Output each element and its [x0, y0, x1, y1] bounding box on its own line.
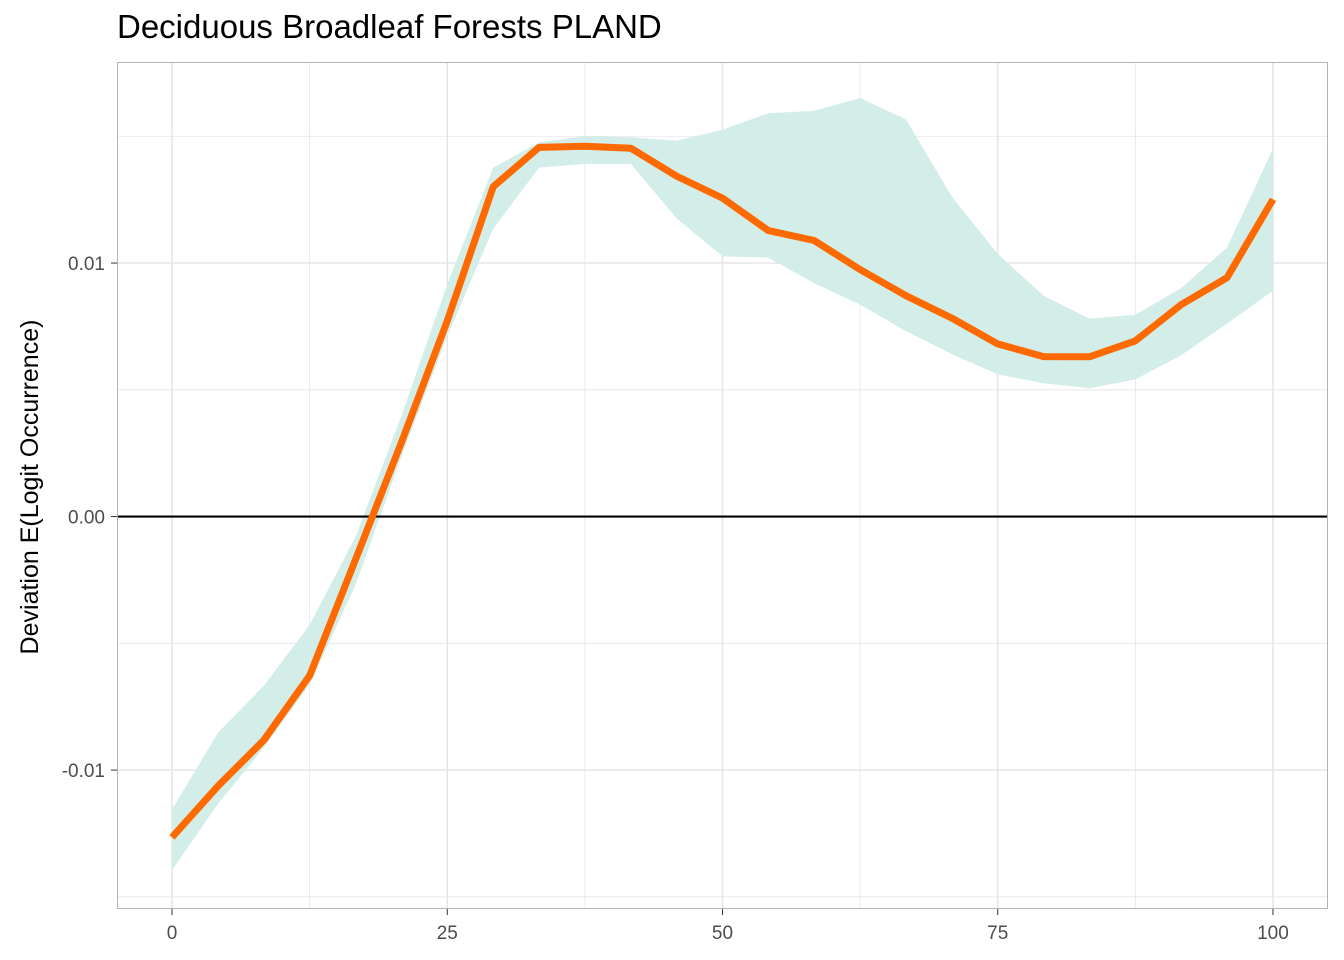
x-tick-label: 0 [167, 923, 178, 944]
series-line-group [169, 142, 1277, 840]
y-tick-label: 0.01 [68, 254, 105, 275]
x-tick-label: 25 [437, 923, 458, 944]
y-tick-label: 0.00 [68, 508, 105, 529]
x-tick-label: 50 [712, 923, 733, 944]
chart-title: Deciduous Broadleaf Forests PLAND [117, 8, 662, 45]
y-tick-label: -0.01 [62, 761, 105, 782]
confidence-band-group [172, 98, 1273, 871]
series-line [169, 142, 1277, 840]
confidence-band [172, 98, 1273, 871]
panel-border [117, 62, 1328, 909]
x-tick-label: 75 [987, 923, 1008, 944]
y-axis-ticks: -0.01 0.00 0.01 [62, 254, 117, 782]
y-axis-title: Deviation E(Logit Occurrence) [16, 320, 44, 655]
x-tick-label: 100 [1257, 923, 1289, 944]
panel-border-group [117, 62, 1328, 909]
x-axis-ticks: 0 25 50 75 100 [167, 909, 1289, 944]
